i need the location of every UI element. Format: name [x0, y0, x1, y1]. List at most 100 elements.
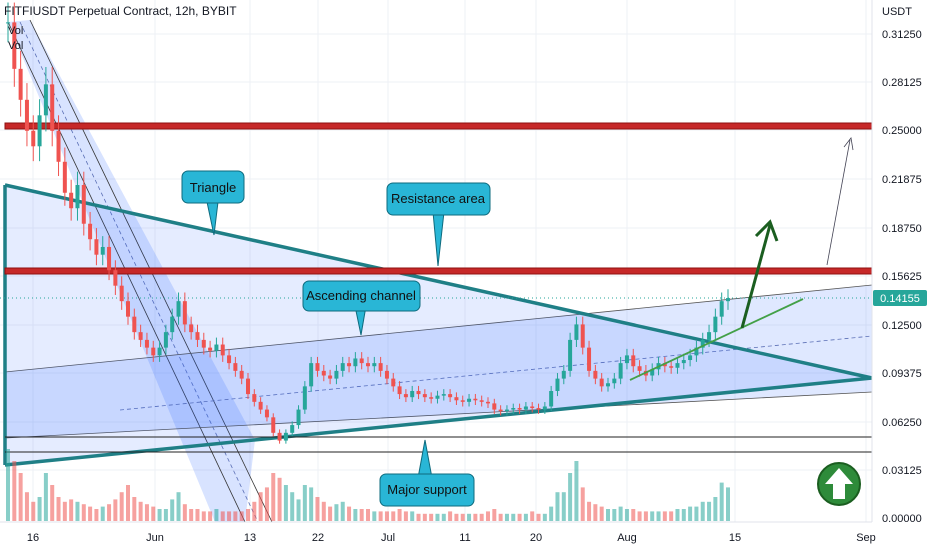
time-tick-label: 15 — [729, 532, 741, 544]
candle-body — [681, 360, 686, 364]
candle-body — [416, 390, 421, 395]
candle-body — [580, 324, 585, 348]
price-axis[interactable] — [872, 0, 932, 550]
volume-bar — [719, 482, 724, 521]
volume-bar — [429, 513, 434, 521]
volume-bar — [366, 509, 370, 521]
volume-bar — [214, 509, 219, 521]
volume-bar — [599, 506, 604, 521]
volume-bar — [650, 511, 655, 521]
volume-bar — [353, 509, 358, 521]
volume-bar — [12, 461, 17, 521]
volume-bar — [713, 497, 718, 521]
volume-bar — [328, 506, 333, 521]
volume-bar — [530, 511, 535, 521]
volume-bar — [656, 511, 661, 521]
volume-bar — [391, 511, 396, 521]
volume-bar — [201, 511, 206, 521]
candle-body — [473, 398, 478, 401]
volume-bar — [271, 473, 276, 521]
volume-bar — [587, 501, 592, 521]
volume-bar — [321, 501, 326, 521]
candle-body — [163, 332, 168, 348]
candle-body — [530, 406, 535, 409]
candle-body — [359, 358, 364, 364]
candle-body — [429, 397, 434, 399]
candle-body — [31, 130, 36, 147]
volume-bar — [264, 487, 269, 521]
volume-bar — [536, 513, 541, 521]
candle-body — [246, 378, 250, 395]
volume-bar — [707, 501, 712, 521]
volume-bar — [637, 511, 642, 521]
volume-bar — [189, 509, 194, 521]
volume-bar — [107, 504, 112, 521]
candle-body — [707, 332, 712, 340]
volume-bar — [467, 513, 472, 521]
vol-label-2: Vol — [8, 40, 23, 52]
target-arrow-head — [843, 137, 854, 151]
candle-body — [593, 370, 598, 379]
time-tick-label: 22 — [312, 532, 324, 544]
volume-bar — [473, 513, 478, 521]
volume-bar — [277, 477, 282, 521]
volume-bar — [290, 492, 295, 521]
candle-body — [258, 401, 263, 410]
volume-bar — [157, 509, 162, 521]
volume-bar — [511, 513, 516, 521]
candle-body — [599, 378, 604, 387]
candle-body — [138, 332, 143, 340]
callout-support[interactable]: Major support — [379, 439, 475, 507]
candle-body — [144, 339, 149, 348]
price-tick-label: 0.28125 — [882, 77, 922, 89]
volume-bar — [315, 497, 320, 521]
callout-channel[interactable]: Ascending channel — [302, 280, 421, 336]
candle-body — [12, 22, 17, 69]
volume-bar — [416, 513, 421, 521]
volume-bar — [378, 511, 383, 521]
candle-body — [504, 409, 509, 412]
vol-label-1: Vol — [8, 25, 23, 37]
current-price-text: 0.14155 — [880, 293, 920, 305]
volume-bar — [50, 485, 55, 521]
volume-bar — [700, 501, 705, 521]
candle-body — [612, 378, 617, 384]
candle-body — [271, 417, 276, 433]
candle-body — [454, 397, 459, 401]
volume-bar — [113, 499, 118, 521]
candle-body — [479, 400, 484, 402]
volume-bar — [62, 501, 67, 521]
volume-bar — [517, 513, 522, 521]
volume-bar — [43, 473, 48, 521]
candle-body — [366, 363, 370, 367]
candle-body — [486, 401, 490, 404]
triangle-upper — [4, 183, 873, 380]
projection-arrow-shaft — [740, 224, 772, 329]
candle-body — [448, 394, 453, 398]
candle-body — [233, 363, 238, 371]
candle-body — [523, 406, 528, 410]
volume-bar — [593, 504, 598, 521]
volume-bar — [460, 513, 465, 521]
price-tick-label: 0.25000 — [882, 125, 922, 137]
candle-body — [50, 84, 55, 131]
callout-triangle[interactable]: Triangle — [181, 170, 245, 236]
candle-body — [340, 363, 345, 371]
volume-bar — [37, 497, 42, 521]
volume-bar — [726, 487, 730, 521]
volume-bar — [302, 485, 307, 521]
candle-body — [467, 398, 472, 402]
time-axis[interactable] — [0, 522, 932, 550]
volume-bar — [31, 501, 36, 521]
volume-bar — [195, 509, 200, 521]
candle-body — [107, 246, 112, 271]
candle-body — [176, 301, 181, 317]
candle-body — [264, 409, 269, 418]
volume-bar — [359, 509, 364, 521]
callout-resistance[interactable]: Resistance area — [386, 182, 491, 267]
triangle-lower — [4, 376, 873, 467]
candle-body — [675, 363, 680, 368]
candle-body — [220, 344, 225, 356]
